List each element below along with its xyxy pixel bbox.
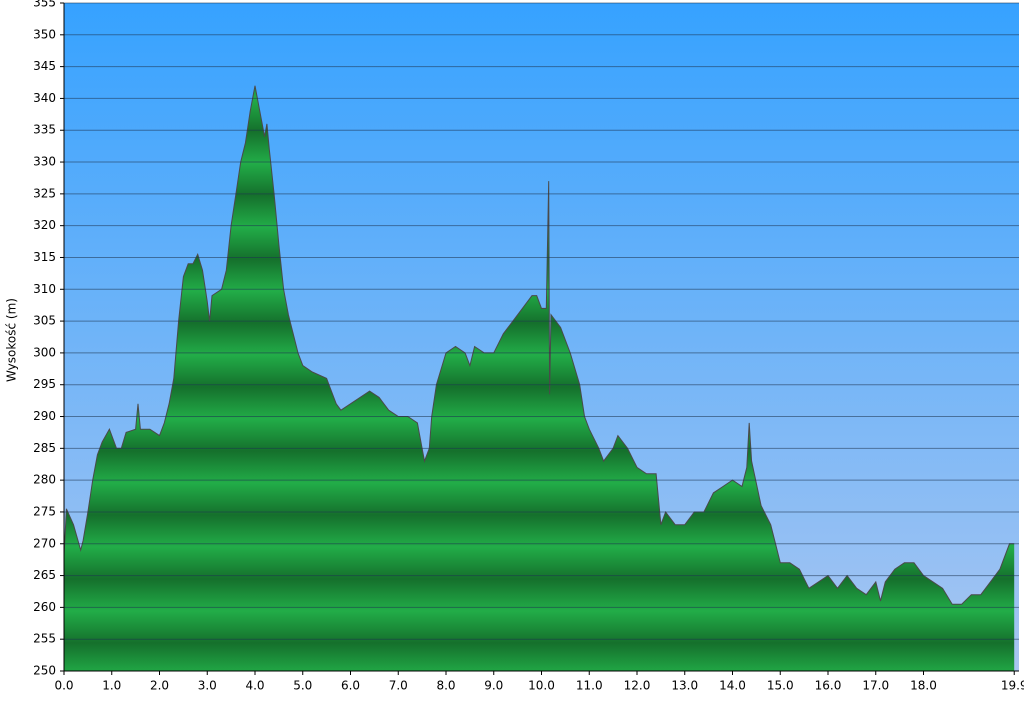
x-tick-label: 11.0	[576, 679, 603, 693]
x-tick-label: 2.0	[150, 679, 169, 693]
x-tick-label: 10.0	[528, 679, 555, 693]
y-tick-label: 315	[33, 250, 56, 264]
x-tick-label: 18.0	[910, 679, 937, 693]
y-tick-label: 350	[33, 27, 56, 41]
x-tick-label: 8.0	[436, 679, 455, 693]
x-tick-label: 0.0	[54, 679, 73, 693]
y-tick-label: 255	[33, 632, 56, 646]
area-outline	[63, 85, 1015, 605]
y-tick-label: 265	[33, 568, 56, 582]
y-tick-label: 320	[33, 218, 56, 232]
y-tick-label: 270	[33, 536, 56, 550]
y-axis-title: Wysokość (m)	[5, 298, 19, 382]
x-tick-label: 13.0	[671, 679, 698, 693]
x-tick-label: 9.0	[484, 679, 503, 693]
y-tick-label: 305	[33, 314, 56, 328]
y-tick-label: 250	[33, 664, 56, 678]
y-tick-label: 295	[33, 377, 56, 391]
x-tick-label: 5.0	[293, 679, 312, 693]
x-tick-label: 4.0	[245, 679, 264, 693]
y-tick-label: 340	[33, 91, 56, 105]
x-tick-label: 19.9	[1001, 679, 1024, 693]
y-tick-label: 335	[33, 123, 56, 137]
y-tick-label: 355	[33, 0, 56, 10]
y-tick-label: 330	[33, 155, 56, 169]
x-tick-label: 15.0	[767, 679, 794, 693]
x-tick-label: 6.0	[341, 679, 360, 693]
x-tick-label: 16.0	[815, 679, 842, 693]
y-tick-label: 290	[33, 409, 56, 423]
y-tick-label: 345	[33, 59, 56, 73]
y-tick-label: 300	[33, 345, 56, 359]
x-tick-label: 12.0	[624, 679, 651, 693]
y-tick-label: 325	[33, 186, 56, 200]
y-tick-label: 275	[33, 504, 56, 518]
y-tick-label: 310	[33, 282, 56, 296]
x-tick-label: 3.0	[198, 679, 217, 693]
x-tick-label: 17.0	[862, 679, 889, 693]
x-tick-label: 1.0	[102, 679, 121, 693]
y-tick-label: 260	[33, 600, 56, 614]
y-tick-label: 285	[33, 441, 56, 455]
y-tick-label: 280	[33, 473, 56, 487]
x-tick-label: 14.0	[719, 679, 746, 693]
area-fill	[64, 85, 1015, 671]
x-tick-label: 7.0	[389, 679, 408, 693]
